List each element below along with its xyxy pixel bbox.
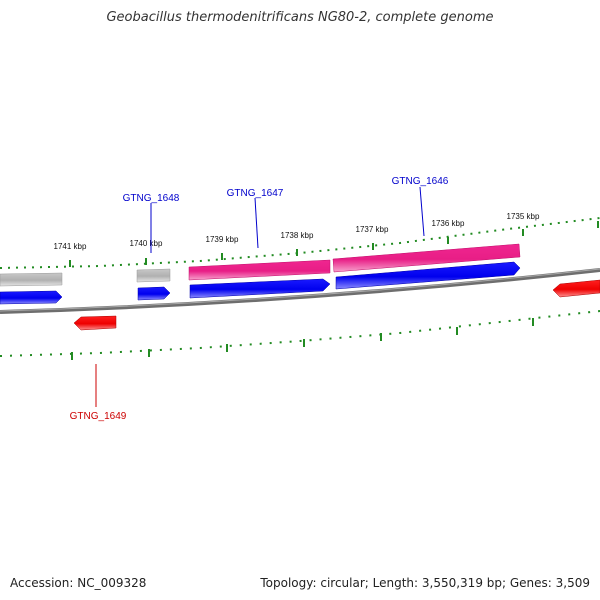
accession-label: Accession: NC_009328 [10, 576, 147, 590]
inner-tick-ring [0, 310, 600, 360]
tick-label-1739: 1739 kbp [206, 235, 239, 244]
topology-label: Topology: circular; Length: 3,550,319 bp… [260, 576, 590, 590]
cds-forward-1646 [335, 261, 521, 290]
tick-label-1738: 1738 kbp [281, 231, 314, 240]
genome-backbone [0, 268, 600, 314]
feature-gray-left [0, 272, 63, 287]
gene-label-gtng-1646: GTNG_1646 [392, 176, 449, 187]
cds-forward-1647 [189, 278, 331, 299]
gene-label-gtng-1647: GTNG_1647 [227, 188, 284, 199]
cds-reverse-right [552, 279, 600, 298]
tick-label-1736: 1736 kbp [432, 219, 465, 228]
map-title: Geobacillus thermodenitrificans NG80-2, … [106, 10, 494, 25]
outer-tick-ring [0, 217, 600, 269]
leader-gtng-1647 [254, 197, 259, 249]
tick-label-1741: 1741 kbp [54, 242, 87, 251]
tick-label-1737: 1737 kbp [356, 225, 389, 234]
feature-pink-1646 [332, 243, 521, 273]
feature-gray-1648 [136, 268, 171, 283]
gene-label-gtng-1648: GTNG_1648 [123, 193, 180, 204]
outer-ring-dots [0, 217, 600, 269]
feature-pink-1647 [188, 259, 331, 281]
gene-label-gtng-1649: GTNG_1649 [70, 411, 127, 422]
inner-ring-dots [0, 310, 600, 357]
genome-backbone-highlight [0, 268, 600, 312]
cds-reverse-1649 [73, 315, 117, 331]
cds-forward-1648 [137, 286, 171, 301]
leader-gtng-1646 [419, 186, 425, 237]
tick-label-1740: 1740 kbp [130, 239, 163, 248]
cds-forward-left [0, 290, 63, 305]
tick-label-1735: 1735 kbp [507, 212, 540, 221]
